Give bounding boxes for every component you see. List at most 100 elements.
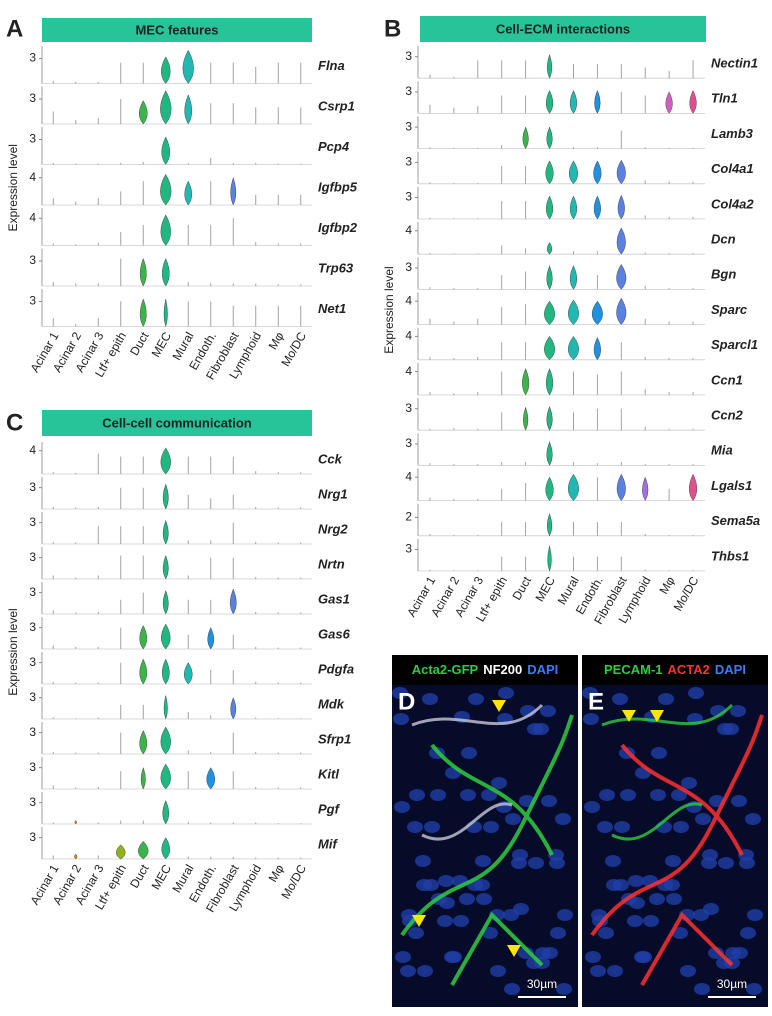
gene-label: Sparcl1	[711, 337, 758, 352]
panel-letter: D	[398, 688, 415, 715]
gene-label: Mif	[318, 836, 338, 851]
nucleus	[665, 855, 681, 867]
caption-part: PECAM-1	[604, 662, 663, 677]
panel-letter: A	[6, 15, 23, 42]
violin	[544, 336, 556, 361]
nucleus	[666, 893, 682, 905]
nucleus	[672, 927, 688, 939]
violin	[160, 763, 171, 790]
violin	[74, 853, 78, 860]
violin	[206, 767, 215, 790]
nucleus	[688, 687, 704, 699]
caption-part: NF200	[483, 662, 522, 677]
nucleus	[584, 801, 600, 813]
violin	[616, 159, 626, 185]
gene-label: Kitl	[318, 766, 339, 781]
stain-network	[590, 714, 764, 986]
panel-title: Cell-cell communication	[102, 415, 252, 430]
violin	[567, 473, 579, 501]
image-header	[582, 655, 768, 685]
violin	[230, 697, 237, 720]
nucleus	[424, 821, 440, 833]
gene-label: Nectin1	[711, 56, 758, 71]
gene-label: Nrtn	[318, 556, 345, 571]
violin	[162, 519, 169, 545]
gene-label: Nrg1	[318, 486, 348, 501]
nucleus	[535, 947, 551, 959]
gene-label: Pcp4	[318, 139, 350, 154]
gene-label: Mdk	[318, 696, 345, 711]
caption-part: Acta2-GFP	[412, 662, 479, 677]
violin	[545, 476, 554, 501]
violin	[591, 300, 603, 325]
gene-label: Gas1	[318, 591, 350, 606]
nucleus	[422, 693, 438, 705]
gene-label: Pgf	[318, 801, 341, 816]
caption-part: ACTA2	[668, 662, 710, 677]
nucleus	[417, 965, 433, 977]
nucleus	[394, 801, 410, 813]
y-tick-label: 3	[29, 480, 36, 494]
nucleus	[747, 909, 763, 921]
nucleus	[476, 893, 492, 905]
y-axis-label: Expression level	[382, 266, 396, 353]
y-tick-label: 3	[29, 91, 36, 105]
violin	[546, 406, 553, 431]
scale-label: 30µm	[527, 977, 557, 991]
gene-label: Igfbp2	[318, 220, 358, 235]
x-tick-label: Duct	[510, 574, 535, 603]
violin	[522, 126, 529, 149]
image-caption: PECAM-1 ACTA2 DAPI	[604, 662, 746, 677]
image-caption: Acta2-GFP NF200 DAPI	[412, 662, 559, 677]
y-tick-label: 3	[29, 253, 36, 267]
nucleus	[643, 915, 659, 927]
nucleus	[453, 915, 469, 927]
nucleus	[504, 983, 520, 995]
violin	[139, 298, 147, 327]
nucleus	[730, 705, 746, 717]
violin	[545, 160, 554, 185]
violin	[160, 173, 172, 206]
title-bar	[420, 16, 706, 42]
violin	[139, 658, 148, 685]
violin	[160, 726, 171, 755]
y-tick-label: 3	[29, 725, 36, 739]
nucleus	[695, 813, 711, 825]
violin	[594, 89, 601, 114]
y-tick-label: 4	[405, 223, 412, 237]
y-tick-label: 3	[405, 84, 412, 98]
scale-label: 30µm	[717, 977, 747, 991]
gene-label: Col4a2	[711, 196, 754, 211]
nucleus	[468, 693, 484, 705]
nucleus	[717, 723, 733, 735]
nucleus	[731, 795, 747, 807]
nucleus	[490, 965, 506, 977]
gene-label: Bgn	[711, 267, 736, 282]
y-tick-label: 3	[29, 585, 36, 599]
violin	[163, 695, 168, 720]
nucleus	[459, 893, 475, 905]
gene-label: Igfbp5	[318, 180, 358, 195]
nucleus	[409, 789, 425, 801]
violin	[182, 49, 194, 84]
nucleus	[708, 947, 724, 959]
violin	[184, 662, 193, 685]
gene-label: Trp63	[318, 261, 354, 276]
nucleus	[746, 983, 762, 995]
violin	[140, 767, 146, 790]
panel-letter: E	[588, 688, 604, 715]
violin	[569, 265, 578, 290]
arrowhead	[507, 945, 521, 957]
gene-label: Thbs1	[711, 548, 749, 563]
y-tick-label: 3	[405, 49, 412, 63]
gene-label: Sema5a	[711, 513, 760, 528]
nucleus	[408, 927, 424, 939]
y-tick-label: 3	[405, 542, 412, 556]
nucleus	[606, 879, 622, 891]
nucleus	[482, 927, 498, 939]
nucleus	[607, 965, 623, 977]
violin	[161, 257, 170, 287]
violin	[139, 100, 148, 125]
y-tick-label: 3	[29, 655, 36, 669]
nucleus	[483, 821, 499, 833]
